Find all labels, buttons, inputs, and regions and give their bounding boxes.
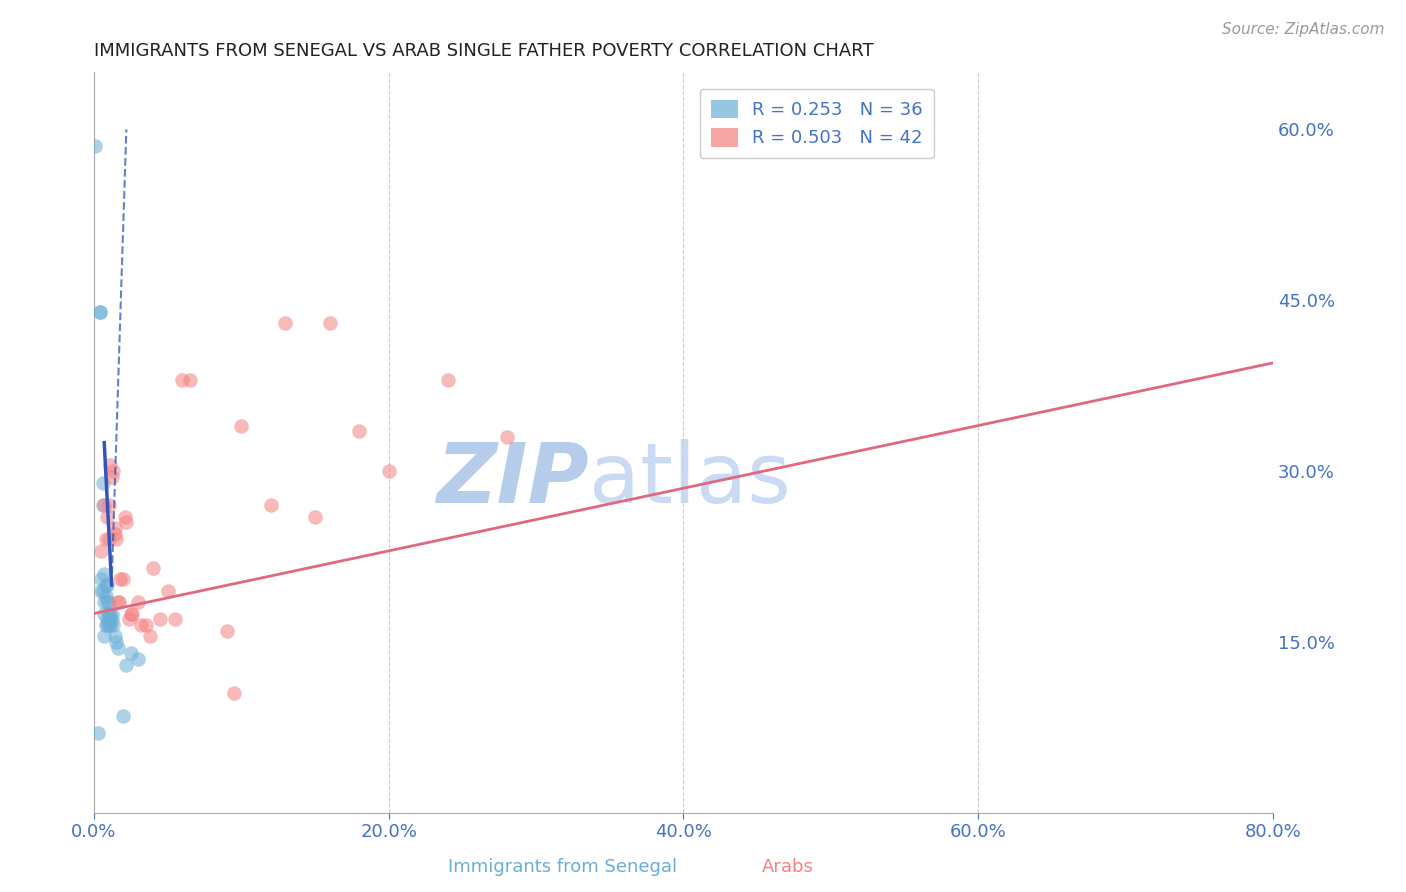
Point (90, 573, 112, 587)
Point (112, 709, 135, 723)
Point (94, 578, 117, 592)
Point (347, 424, 370, 438)
Point (110, 573, 132, 587)
Point (149, 612, 172, 626)
Point (121, 607, 143, 621)
Point (97, 618, 120, 632)
Point (98, 458, 121, 473)
Point (93, 566, 115, 581)
Point (94, 533, 117, 547)
Point (91, 475, 114, 490)
Point (90, 583, 112, 598)
Point (139, 629, 162, 643)
Point (93, 607, 115, 621)
Text: Immigrants from Senegal: Immigrants from Senegal (449, 858, 676, 876)
Point (215, 624, 238, 638)
Point (97, 595, 120, 609)
Point (93, 595, 115, 609)
Point (274, 316, 297, 330)
Text: atlas: atlas (589, 439, 790, 520)
Text: Arabs: Arabs (762, 858, 813, 876)
Point (112, 573, 135, 587)
Point (101, 618, 124, 632)
Point (97, 499, 120, 513)
Point (163, 612, 186, 626)
Point (134, 618, 156, 632)
Point (222, 686, 245, 700)
Point (114, 509, 136, 524)
Point (436, 373, 458, 387)
Point (318, 316, 340, 330)
Point (107, 595, 129, 609)
Point (89, 304, 111, 318)
Point (96, 612, 118, 626)
Point (100, 612, 122, 626)
Legend: R = 0.253   N = 36, R = 0.503   N = 42: R = 0.253 N = 36, R = 0.503 N = 42 (700, 89, 934, 158)
Point (96, 578, 118, 592)
Point (120, 607, 142, 621)
Point (105, 533, 128, 547)
Point (84, 139, 107, 153)
Point (93, 499, 115, 513)
Point (94, 618, 117, 632)
Point (98, 612, 121, 626)
Point (127, 595, 149, 609)
Point (377, 464, 399, 478)
Point (105, 635, 128, 649)
Point (90, 544, 112, 558)
Point (98, 618, 121, 632)
Point (103, 521, 125, 535)
Point (100, 470, 122, 484)
Point (115, 657, 138, 672)
Point (91, 499, 114, 513)
Point (156, 583, 179, 598)
Point (108, 595, 131, 609)
Point (118, 612, 141, 626)
Point (97, 533, 120, 547)
Point (103, 629, 125, 643)
Point (127, 652, 149, 666)
Point (260, 499, 283, 513)
Text: Source: ZipAtlas.com: Source: ZipAtlas.com (1222, 22, 1385, 37)
Text: ZIP: ZIP (436, 439, 589, 520)
Point (107, 640, 129, 655)
Point (304, 509, 326, 524)
Point (179, 373, 201, 387)
Point (96, 595, 118, 609)
Point (89, 304, 111, 318)
Point (94, 590, 117, 604)
Point (91, 583, 114, 598)
Point (97, 607, 120, 621)
Point (231, 418, 253, 433)
Point (96, 509, 118, 524)
Point (87, 726, 110, 740)
Text: IMMIGRANTS FROM SENEGAL VS ARAB SINGLE FATHER POVERTY CORRELATION CHART: IMMIGRANTS FROM SENEGAL VS ARAB SINGLE F… (94, 42, 873, 60)
Point (103, 526, 125, 541)
Point (101, 464, 124, 478)
Point (129, 618, 152, 632)
Point (115, 516, 138, 530)
Point (100, 607, 122, 621)
Point (142, 561, 165, 575)
Point (172, 373, 194, 387)
Point (120, 647, 142, 661)
Point (97, 607, 120, 621)
Point (495, 430, 517, 444)
Point (93, 629, 115, 643)
Point (96, 618, 118, 632)
